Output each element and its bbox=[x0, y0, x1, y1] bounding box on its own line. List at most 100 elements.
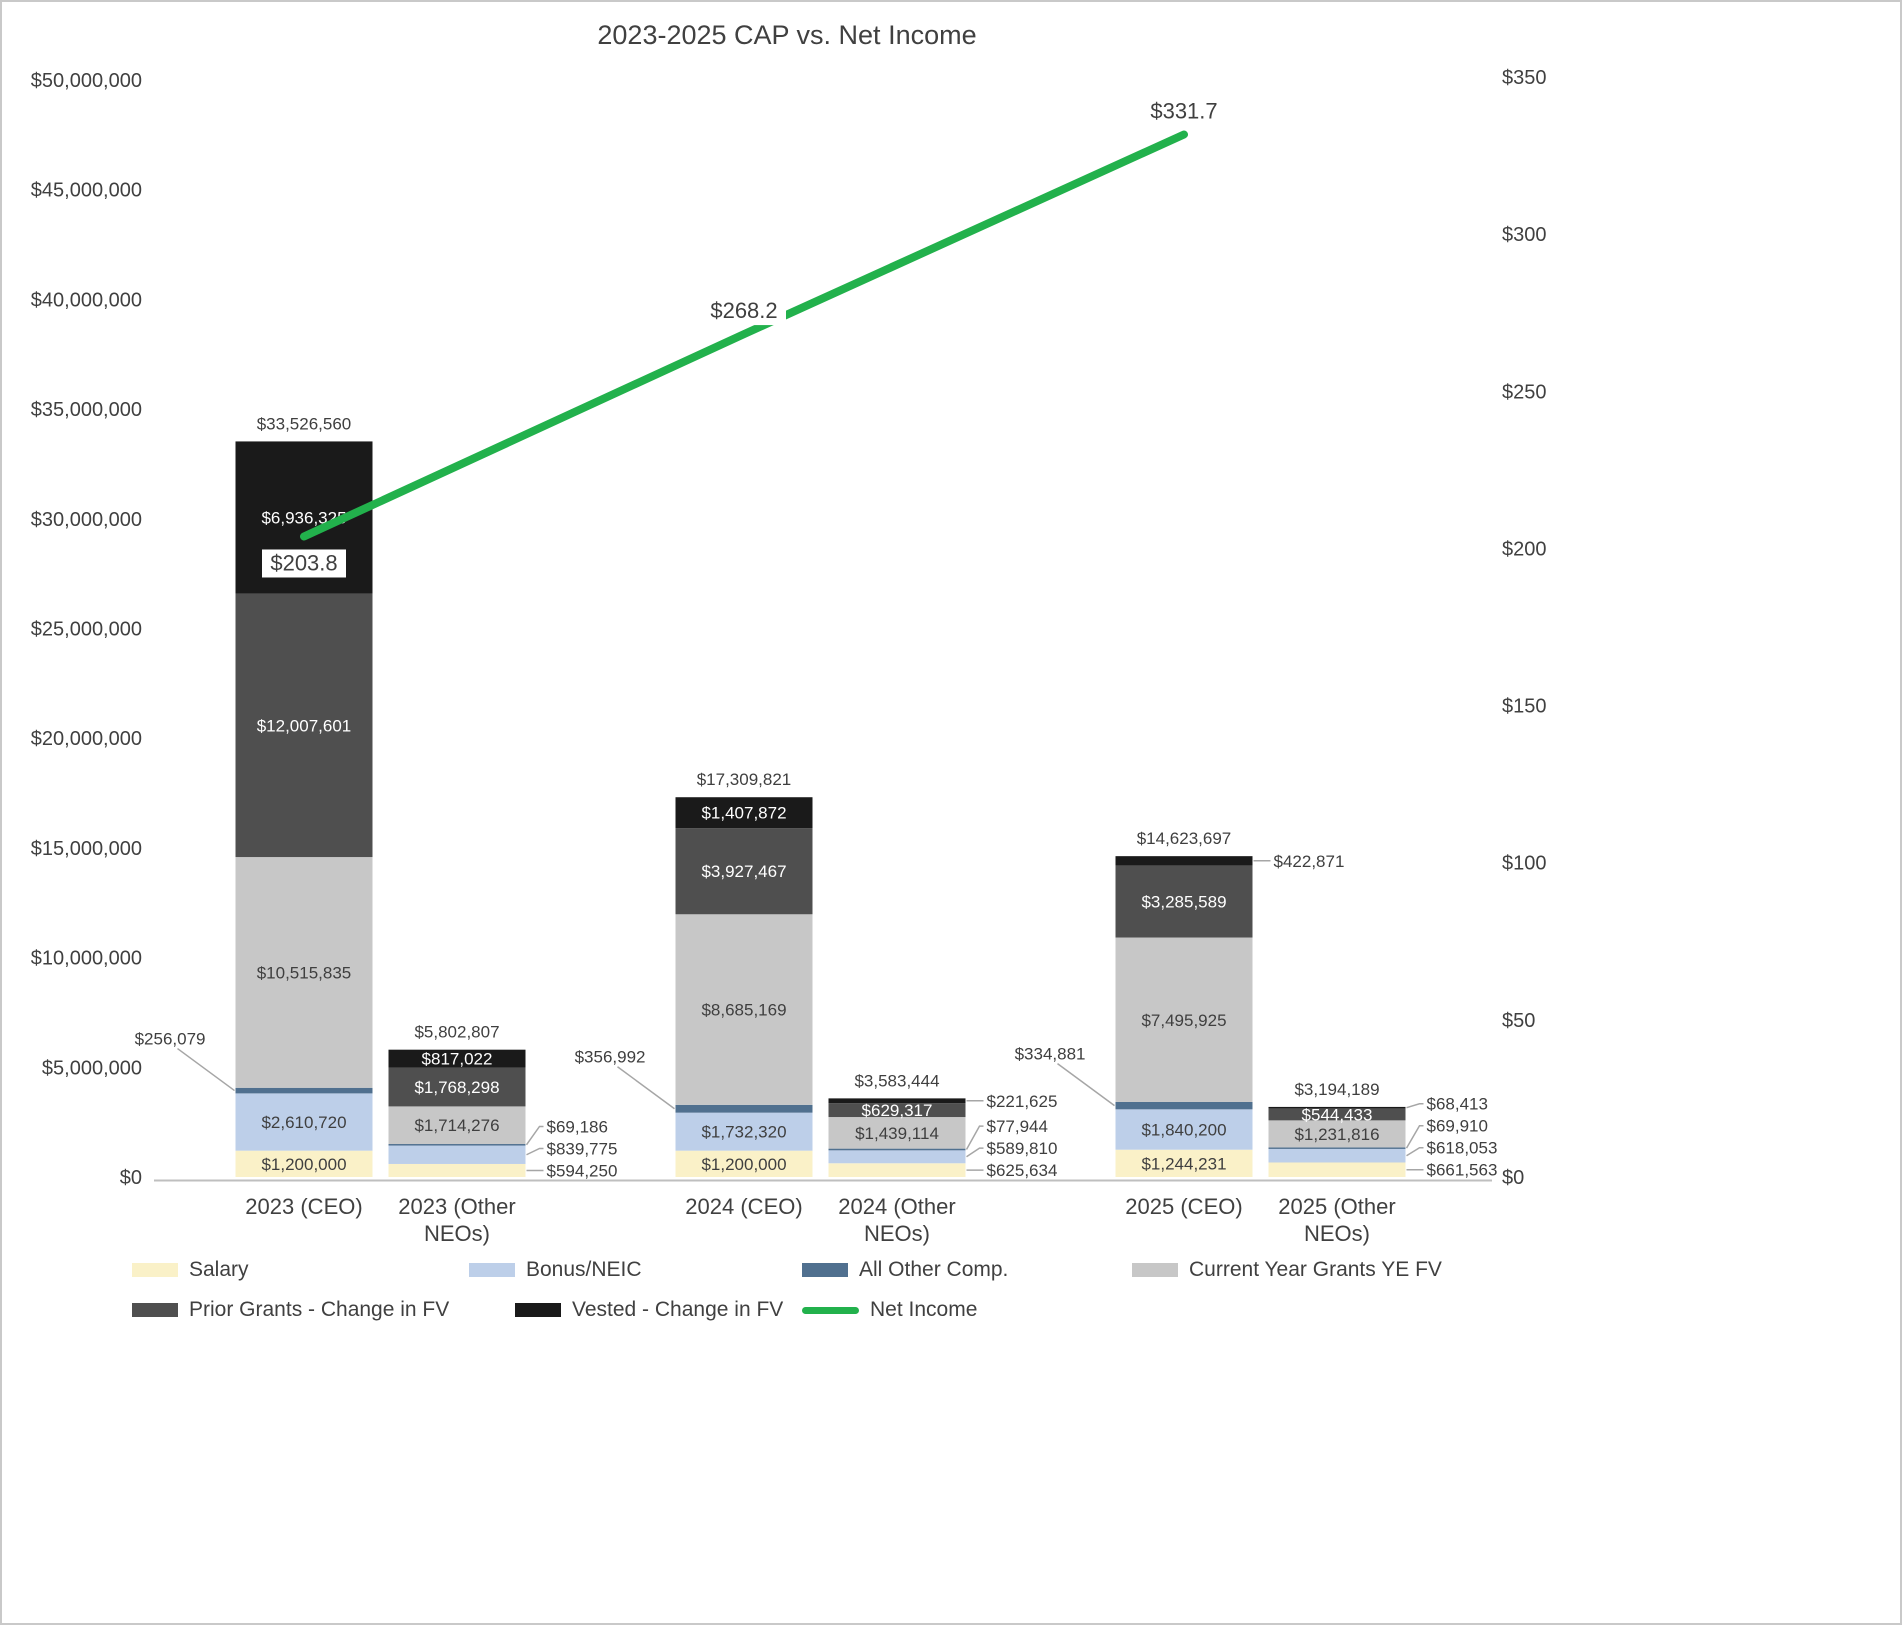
bar-segment bbox=[828, 1148, 966, 1151]
legend-item-prior-grants: Prior Grants - Change in FV bbox=[132, 1297, 449, 1323]
bar-total-label: $3,583,444 bbox=[854, 1071, 939, 1090]
category-label: NEOs) bbox=[864, 1221, 930, 1246]
segment-value-label: $1,714,276 bbox=[414, 1116, 499, 1135]
right-axis-tick-label: $150 bbox=[1502, 696, 1547, 718]
bar-segment bbox=[828, 1150, 966, 1164]
left-axis-tick-label: $30,000,000 bbox=[31, 509, 142, 531]
legend-label-net-income: Net Income bbox=[870, 1298, 978, 1321]
legend-swatch-current-year-grants bbox=[1132, 1263, 1178, 1277]
segment-value-label: $77,944 bbox=[987, 1117, 1048, 1136]
line-label-background bbox=[1142, 97, 1226, 126]
segment-value-label: $69,186 bbox=[547, 1117, 608, 1136]
bar-segment bbox=[675, 1112, 813, 1151]
bar-segment bbox=[1115, 1149, 1253, 1177]
legend-swatch-salary bbox=[132, 1263, 178, 1277]
segment-value-label: $10,515,835 bbox=[257, 963, 352, 982]
segment-value-label: $1,732,320 bbox=[701, 1123, 786, 1142]
legend-item-net-income: Net Income bbox=[802, 1297, 977, 1323]
bar-segment bbox=[675, 797, 813, 829]
segment-value-label: $1,200,000 bbox=[261, 1155, 346, 1174]
bar-segment bbox=[828, 1163, 966, 1177]
net-income-line bbox=[300, 130, 1188, 541]
label-leader-line bbox=[526, 1147, 544, 1156]
segment-value-label: $1,840,200 bbox=[1141, 1121, 1226, 1140]
legend-item-vested: Vested - Change in FV bbox=[515, 1297, 783, 1323]
category-label: NEOs) bbox=[424, 1221, 490, 1246]
left-axis-tick-label: $15,000,000 bbox=[31, 838, 142, 860]
segment-value-label: $7,495,925 bbox=[1141, 1011, 1226, 1030]
bar-segment bbox=[1268, 1120, 1406, 1148]
right-axis-tick-label: $300 bbox=[1502, 224, 1547, 246]
left-axis-tick-label: $50,000,000 bbox=[31, 70, 142, 92]
legend-label-prior-grants: Prior Grants - Change in FV bbox=[189, 1298, 450, 1321]
bar-segment bbox=[388, 1067, 526, 1107]
bar-segment bbox=[388, 1144, 526, 1146]
legend-swatch-net-income bbox=[802, 1306, 859, 1314]
legend-item-current-year-grants: Current Year Grants YE FV bbox=[1132, 1257, 1442, 1283]
category-label: 2023 (Other bbox=[398, 1194, 515, 1219]
bar-segment bbox=[388, 1106, 526, 1145]
segment-value-label: $221,625 bbox=[987, 1092, 1058, 1111]
segment-value-label: $1,439,114 bbox=[855, 1124, 939, 1143]
category-label: 2024 (Other bbox=[838, 1194, 955, 1219]
right-axis-tick-label: $350 bbox=[1502, 67, 1547, 89]
legend-swatch-vested bbox=[515, 1303, 561, 1317]
bar-segment bbox=[235, 1087, 373, 1094]
bar-segment bbox=[388, 1145, 526, 1164]
bar-segment bbox=[1268, 1147, 1406, 1149]
right-axis-tick-label: $200 bbox=[1502, 538, 1547, 560]
category-label: 2024 (CEO) bbox=[685, 1194, 802, 1219]
bar-segment bbox=[1268, 1108, 1406, 1121]
bar-total-label: $5,802,807 bbox=[414, 1023, 499, 1042]
segment-value-label: $589,810 bbox=[987, 1139, 1058, 1158]
left-axis-tick-label: $5,000,000 bbox=[42, 1057, 142, 1079]
segment-value-label: $8,685,169 bbox=[701, 1001, 786, 1020]
bar-segment bbox=[675, 828, 813, 915]
label-leader-line bbox=[1406, 1146, 1424, 1157]
category-label: 2023 (CEO) bbox=[245, 1194, 362, 1219]
left-axis-tick-label: $0 bbox=[120, 1167, 142, 1189]
left-axis-tick-label: $25,000,000 bbox=[31, 619, 142, 641]
segment-value-label: $3,285,589 bbox=[1141, 892, 1226, 911]
segment-value-label: $661,563 bbox=[1427, 1161, 1498, 1180]
category-label: NEOs) bbox=[1304, 1221, 1370, 1246]
legend-label-vested: Vested - Change in FV bbox=[572, 1298, 784, 1321]
segment-value-label: $817,022 bbox=[422, 1050, 493, 1069]
bar-segment bbox=[1268, 1162, 1406, 1177]
bar-segment bbox=[1115, 1101, 1253, 1110]
label-leader-line bbox=[1406, 1102, 1424, 1109]
legend-swatch-prior-grants bbox=[132, 1303, 178, 1317]
left-axis-tick-label: $40,000,000 bbox=[31, 289, 142, 311]
chart-title: 2023-2025 CAP vs. Net Income bbox=[597, 20, 977, 50]
segment-value-label: $594,250 bbox=[547, 1161, 618, 1180]
segment-value-label: $544,433 bbox=[1302, 1105, 1373, 1124]
segment-value-label: $625,634 bbox=[987, 1161, 1058, 1180]
right-axis-tick-label: $250 bbox=[1502, 381, 1547, 403]
bar-segment bbox=[828, 1098, 966, 1104]
label-leader-line bbox=[1405, 1124, 1424, 1149]
segment-value-label: $1,768,298 bbox=[414, 1078, 499, 1097]
left-axis-tick-label: $20,000,000 bbox=[31, 728, 142, 750]
legend-label-salary: Salary bbox=[189, 1258, 249, 1281]
segment-value-label: $1,244,231 bbox=[1141, 1154, 1226, 1173]
bar-segment bbox=[675, 914, 813, 1105]
legend-item-all-other-comp: All Other Comp. bbox=[802, 1257, 1008, 1283]
label-leader-line bbox=[177, 1047, 235, 1092]
segment-value-label: $3,927,467 bbox=[701, 862, 786, 881]
segment-value-label: $629,317 bbox=[862, 1101, 933, 1120]
bar-segment bbox=[388, 1163, 526, 1177]
bar-segment bbox=[235, 1093, 373, 1151]
right-axis-tick-label: $100 bbox=[1502, 853, 1547, 875]
segment-value-label: $12,007,601 bbox=[257, 716, 352, 735]
segment-value-label: $422,871 bbox=[1274, 852, 1345, 871]
segment-value-label: $1,200,000 bbox=[701, 1155, 786, 1174]
segment-value-label: $1,231,816 bbox=[1294, 1125, 1379, 1144]
legend-swatch-all-other-comp bbox=[802, 1263, 848, 1277]
segment-value-label: $356,992 bbox=[575, 1048, 646, 1067]
segment-value-label: $334,881 bbox=[1015, 1045, 1086, 1064]
left-axis-tick-label: $10,000,000 bbox=[31, 948, 142, 970]
bar-total-label: $17,309,821 bbox=[697, 770, 792, 789]
right-axis-tick-label: $50 bbox=[1502, 1010, 1535, 1032]
